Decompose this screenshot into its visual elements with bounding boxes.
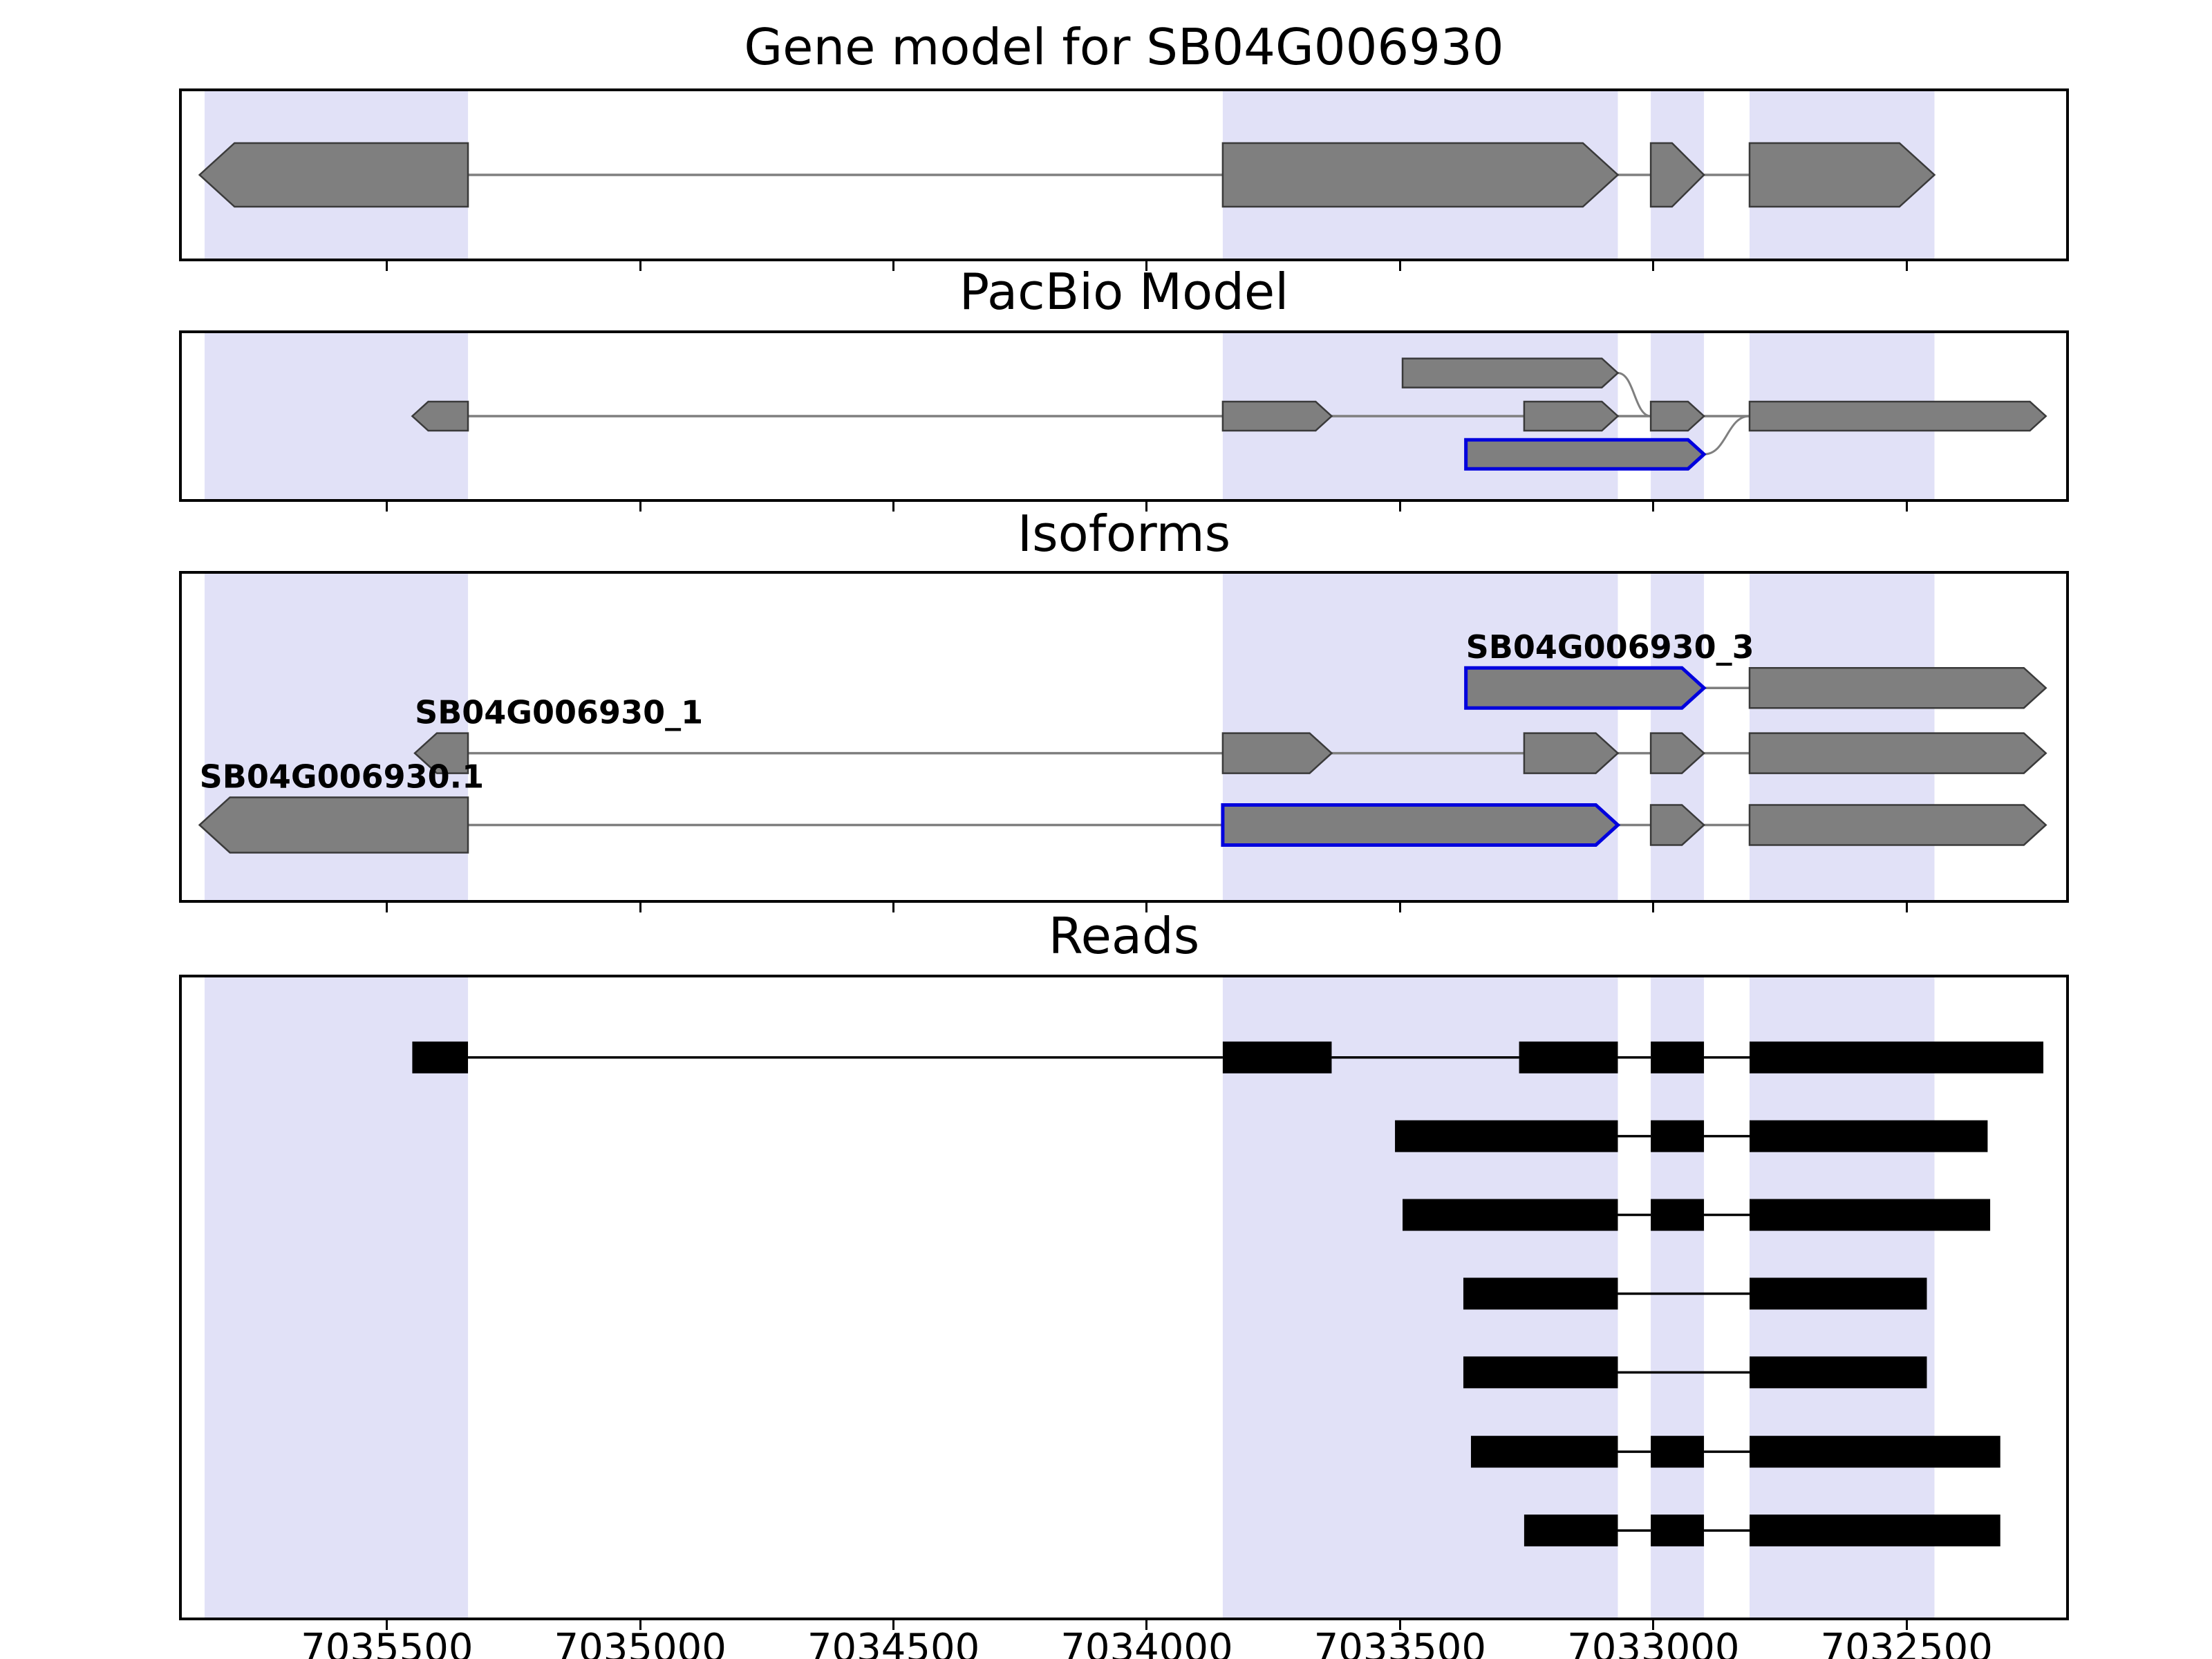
exon-block <box>1649 400 1705 432</box>
exon-block <box>1748 804 2047 846</box>
x-tick-label: 7033000 <box>1567 1626 1740 1659</box>
read-block <box>1750 1515 2000 1547</box>
read-block <box>1222 1041 1332 1074</box>
exon-block <box>1221 142 1620 208</box>
pacbio-plot <box>204 333 2047 499</box>
read-block <box>1519 1041 1618 1074</box>
splice-curve <box>1618 372 1651 418</box>
panel-pacbio <box>179 330 2069 502</box>
exon-block <box>1221 400 1333 432</box>
x-tick <box>1398 1620 1401 1630</box>
exon-block <box>413 732 469 774</box>
read-block <box>1403 1199 1618 1231</box>
isoform-label: SB04G006930.1 <box>200 758 484 795</box>
read-block <box>1651 1436 1705 1468</box>
exon-block <box>411 400 469 432</box>
exon-highlighted <box>1464 438 1707 471</box>
read-block <box>1750 1356 1927 1389</box>
exon-block <box>198 796 469 854</box>
read-block <box>1750 1277 1927 1310</box>
exon-block <box>1649 732 1705 774</box>
x-tick <box>386 1620 388 1630</box>
panel-isoforms: SB04G006930_3 SB04G006930_1 SB04G006930.1 <box>179 571 2069 903</box>
panel-title-isoforms: Isoforms <box>1017 505 1231 563</box>
x-tick <box>1652 1620 1655 1630</box>
exon-block <box>1649 804 1705 846</box>
exon-block <box>1401 357 1620 388</box>
x-tick <box>1905 1620 1908 1630</box>
x-tick <box>1145 1620 1148 1630</box>
isoform-label: SB04G006930_1 <box>415 694 703 731</box>
read-block <box>1524 1515 1618 1547</box>
exon-block <box>1221 732 1333 774</box>
isoforms-plot: SB04G006930_3 SB04G006930_1 SB04G006930.1 <box>198 574 2047 900</box>
x-tick-label: 7034500 <box>807 1626 980 1659</box>
splice-curve <box>1703 415 1750 456</box>
read-block <box>1463 1277 1618 1310</box>
exon-block <box>198 142 469 208</box>
read-block <box>1395 1120 1618 1152</box>
x-tick-label: 7034000 <box>1060 1626 1233 1659</box>
read-block <box>1463 1356 1618 1389</box>
exon-highlighted <box>1221 803 1621 847</box>
isoform-label: SB04G006930_3 <box>1466 628 1754 666</box>
read-block <box>1651 1041 1705 1074</box>
read-block <box>1750 1120 1988 1152</box>
panel-title-reads: Reads <box>1048 907 1200 965</box>
x-tick-label: 7032500 <box>1820 1626 1993 1659</box>
gene-model-plot <box>198 91 1936 259</box>
exon-block <box>1649 142 1705 208</box>
exon-block <box>1748 732 2047 774</box>
read-block <box>1750 1436 2000 1468</box>
read-block <box>412 1041 469 1074</box>
read-block <box>1470 1436 1618 1468</box>
read-block <box>1750 1199 1991 1231</box>
exon-block <box>1523 732 1620 774</box>
x-tick-label: 7035500 <box>301 1626 474 1659</box>
x-tick-label: 7035000 <box>554 1626 727 1659</box>
highlight-region <box>1651 977 1705 1618</box>
exon-block <box>1523 400 1620 432</box>
read-block <box>1750 1041 2044 1074</box>
exon-block <box>1748 400 2047 432</box>
panel-gene-model <box>179 88 2069 261</box>
panel-title-pacbio: PacBio Model <box>959 263 1289 321</box>
highlight-region <box>204 977 469 1618</box>
x-tick <box>639 1620 641 1630</box>
read-block <box>1651 1120 1705 1152</box>
panel-reads <box>179 975 2069 1620</box>
reads-plot <box>204 977 2044 1618</box>
read-block <box>1651 1515 1705 1547</box>
exon-block <box>1748 666 2047 709</box>
read-block <box>1651 1199 1705 1231</box>
exon-highlighted <box>1464 666 1707 710</box>
x-tick <box>892 1620 895 1630</box>
exon-block <box>1748 142 1936 208</box>
panel-title-gene-model: Gene model for SB04G006930 <box>744 18 1504 76</box>
x-tick-label: 7033500 <box>1313 1626 1487 1659</box>
